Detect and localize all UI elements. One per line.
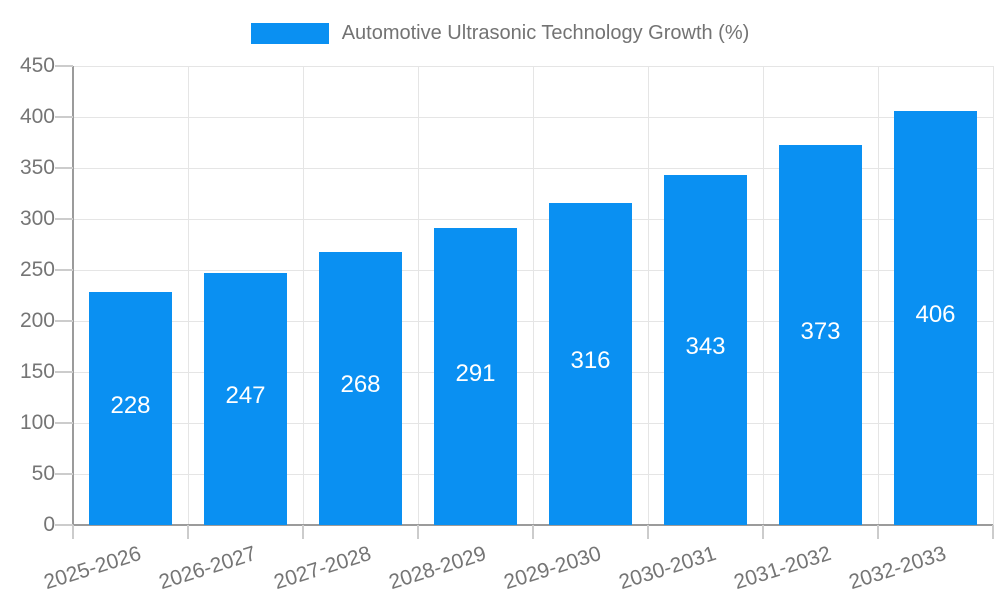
x-tick-mark (72, 525, 74, 539)
x-gridline (877, 66, 879, 525)
x-gridline (532, 66, 534, 525)
bar-value-label: 373 (800, 317, 841, 345)
bar-2031-2032 (779, 144, 862, 525)
y-tick-mark (55, 65, 73, 67)
x-gridline (992, 66, 994, 525)
y-axis-tick-label: 150 (19, 360, 55, 383)
bar-2028-2029 (434, 228, 517, 525)
x-tick-mark (302, 525, 304, 539)
y-axis-tick-label: 400 (19, 105, 55, 128)
x-tick-mark (532, 525, 534, 539)
bar-2029-2030 (549, 202, 632, 525)
y-tick-mark (55, 524, 73, 526)
x-tick-mark (417, 525, 419, 539)
x-tick-mark (762, 525, 764, 539)
y-tick-mark (55, 167, 73, 169)
y-axis-tick-label: 300 (19, 207, 55, 230)
bar-value-label: 228 (110, 391, 151, 419)
chart-legend-item[interactable]: Automotive Ultrasonic Technology Growth … (0, 14, 1000, 52)
y-axis-line (72, 66, 74, 539)
x-gridline (647, 66, 649, 525)
bar-2025-2026 (89, 292, 172, 525)
y-tick-mark (55, 320, 73, 322)
y-axis-tick-label: 350 (19, 156, 55, 179)
y-tick-mark (55, 371, 73, 373)
x-gridline (302, 66, 304, 525)
x-gridline (187, 66, 189, 525)
bar-2030-2031 (664, 175, 747, 525)
x-tick-mark (992, 525, 994, 539)
y-tick-mark (55, 422, 73, 424)
legend-label: Automotive Ultrasonic Technology Growth … (341, 21, 750, 44)
legend-swatch-icon (250, 22, 329, 44)
y-tick-mark (55, 116, 73, 118)
bar-2027-2028 (319, 251, 402, 525)
bar-value-label: 291 (455, 359, 496, 387)
y-axis-tick-label: 250 (19, 258, 55, 281)
y-axis-tick-label: 0 (43, 513, 55, 536)
y-tick-mark (55, 218, 73, 220)
bar-value-label: 343 (685, 333, 726, 361)
y-tick-mark (55, 473, 73, 475)
bar-value-label: 247 (225, 382, 266, 410)
y-axis-tick-label: 450 (19, 54, 55, 77)
x-gridline (417, 66, 419, 525)
bar-value-label: 316 (570, 346, 611, 374)
y-axis-tick-label: 50 (31, 462, 55, 485)
bar-value-label: 406 (915, 300, 956, 328)
x-tick-mark (647, 525, 649, 539)
x-gridline (762, 66, 764, 525)
bar-2032-2033 (894, 110, 977, 525)
y-axis-tick-label: 100 (19, 411, 55, 434)
y-axis-tick-label: 200 (19, 309, 55, 332)
bar-value-label: 268 (340, 371, 381, 399)
x-tick-mark (187, 525, 189, 539)
x-tick-mark (877, 525, 879, 539)
bar-2026-2027 (204, 273, 287, 525)
y-tick-mark (55, 269, 73, 271)
